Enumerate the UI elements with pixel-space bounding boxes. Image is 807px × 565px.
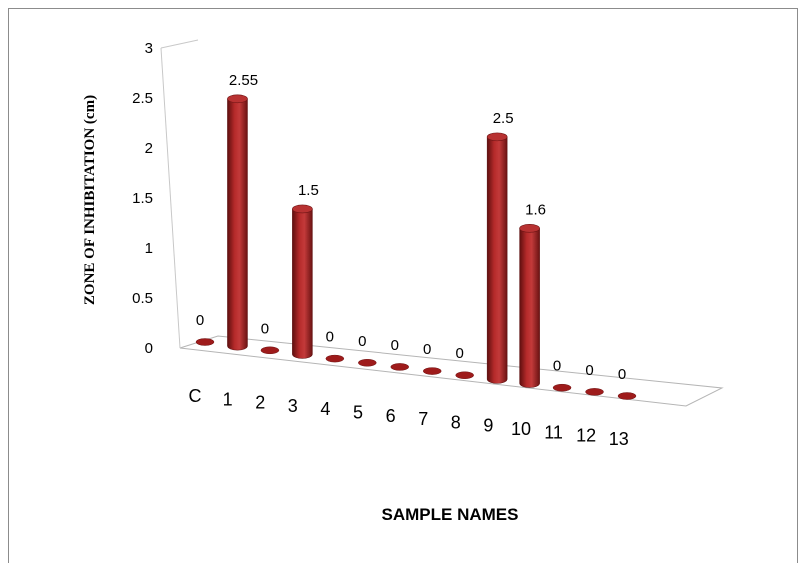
bar-top bbox=[227, 94, 248, 104]
data-label: 0 bbox=[391, 337, 399, 354]
y-tick-label: 2 bbox=[145, 140, 153, 157]
y-tick-label: 3 bbox=[145, 40, 153, 57]
bar-body bbox=[227, 98, 248, 351]
bar-base bbox=[195, 338, 215, 346]
data-labels: 0 2.55 0 1.5 0 0 0 0 0 2.5 1.6 0 0 0 bbox=[196, 72, 626, 383]
bar bbox=[292, 204, 313, 359]
bar bbox=[585, 388, 604, 396]
bar-base bbox=[617, 392, 637, 400]
bar-top bbox=[292, 204, 313, 214]
bars bbox=[195, 94, 637, 400]
bar bbox=[358, 359, 377, 367]
y-tick-label: 0.5 bbox=[132, 290, 153, 307]
bar-base bbox=[422, 367, 442, 375]
data-label: 2.5 bbox=[493, 110, 514, 127]
top-wall-edge bbox=[160, 39, 199, 49]
x-tick-label: 7 bbox=[418, 409, 428, 429]
data-label: 0 bbox=[423, 341, 431, 358]
bar bbox=[519, 224, 540, 388]
x-tick-label: 10 bbox=[511, 419, 531, 439]
data-label: 0 bbox=[456, 345, 464, 362]
bar bbox=[227, 94, 248, 351]
bar bbox=[617, 392, 637, 400]
bar-base bbox=[390, 363, 410, 371]
data-label: 1.6 bbox=[525, 201, 546, 218]
bar bbox=[422, 367, 442, 375]
y-tick-label: 1.5 bbox=[132, 190, 153, 207]
y-axis-title: ZONE OF INHIBITATION (cm) bbox=[82, 95, 98, 305]
x-tick-label: C bbox=[189, 386, 202, 406]
bar-base bbox=[325, 354, 345, 363]
x-tick-label: 12 bbox=[576, 426, 596, 446]
chart-walls bbox=[160, 39, 199, 349]
bar-body bbox=[519, 228, 540, 388]
bar bbox=[260, 346, 280, 355]
bar bbox=[195, 338, 215, 346]
y-axis-ticks: 0 0.5 1 1.5 2 2.5 3 bbox=[132, 40, 153, 357]
bar bbox=[325, 354, 345, 363]
data-label: 0 bbox=[261, 320, 269, 337]
bar bbox=[486, 132, 508, 384]
bar-top bbox=[519, 224, 540, 233]
bar-base bbox=[552, 383, 572, 392]
x-tick-label: 8 bbox=[451, 412, 461, 432]
x-tick-label: 6 bbox=[386, 406, 396, 426]
x-tick-label: 11 bbox=[544, 422, 563, 442]
bar-base bbox=[585, 388, 604, 396]
bar-base bbox=[358, 359, 377, 367]
x-tick-label: 3 bbox=[288, 396, 298, 416]
bar-body bbox=[486, 136, 508, 384]
data-label: 0 bbox=[326, 329, 334, 346]
x-axis-categories: C 1 2 3 4 5 6 7 8 9 10 11 12 13 bbox=[189, 386, 629, 449]
x-tick-label: 13 bbox=[609, 429, 629, 449]
x-tick-label: 5 bbox=[353, 403, 363, 423]
x-axis-title: SAMPLE NAMES bbox=[382, 505, 519, 524]
data-label: 1.5 bbox=[298, 182, 319, 199]
data-label: 0 bbox=[585, 362, 593, 379]
data-label: 2.55 bbox=[229, 72, 258, 89]
x-tick-label: 9 bbox=[483, 416, 493, 436]
bar-base bbox=[260, 346, 280, 355]
x-tick-label: 2 bbox=[255, 393, 265, 413]
data-label: 0 bbox=[618, 366, 626, 383]
bar bbox=[552, 383, 572, 392]
data-label: 0 bbox=[553, 358, 561, 375]
y-tick-label: 1 bbox=[145, 240, 153, 257]
side-wall-edge bbox=[160, 47, 181, 349]
data-label: 0 bbox=[196, 312, 204, 329]
bar bbox=[390, 363, 410, 371]
x-tick-label: 1 bbox=[223, 389, 233, 409]
bar-base bbox=[455, 371, 474, 379]
bar bbox=[455, 371, 474, 379]
data-label: 0 bbox=[358, 333, 366, 350]
chart-frame bbox=[8, 8, 798, 563]
bar-top bbox=[486, 132, 508, 142]
bar-body bbox=[292, 208, 313, 359]
x-tick-label: 4 bbox=[320, 399, 330, 419]
y-tick-label: 0 bbox=[145, 340, 153, 357]
y-tick-label: 2.5 bbox=[132, 90, 153, 107]
